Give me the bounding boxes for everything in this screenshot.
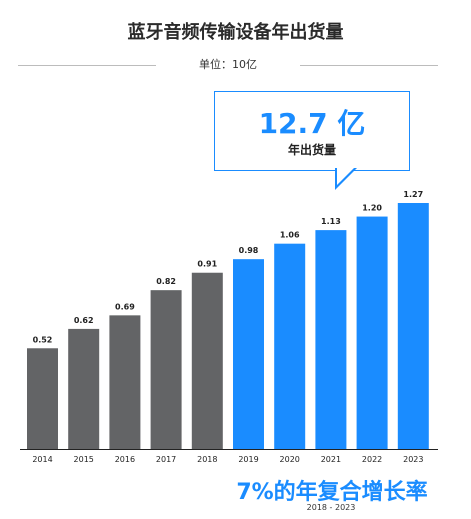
right-divider	[300, 65, 438, 66]
tick-label-2017: 2017	[156, 455, 176, 464]
bar-2018	[191, 272, 223, 449]
value-label-2021: 1.13	[321, 217, 341, 226]
value-label-2020: 1.06	[280, 231, 300, 240]
value-label-2022: 1.20	[362, 204, 382, 213]
cagr-label: 7%的年复合增长率	[236, 480, 428, 505]
bar-2022	[356, 216, 388, 449]
callout-label: 年出货量	[287, 143, 336, 157]
tick-label-2014: 2014	[32, 455, 52, 464]
tick-label-2023: 2023	[403, 455, 423, 464]
tick-label-2018: 2018	[197, 455, 217, 464]
value-label-2017: 0.82	[156, 277, 176, 286]
value-label-2016: 0.69	[115, 302, 135, 311]
tick-label-2021: 2021	[321, 455, 341, 464]
bar-2017	[150, 290, 182, 449]
callout-tail-fill	[337, 168, 354, 185]
bar-2020	[274, 243, 306, 449]
unit-row: 单位：10亿	[18, 56, 438, 76]
bar-2014	[27, 348, 58, 449]
bar-2016	[109, 315, 141, 449]
tick-label-2022: 2022	[362, 455, 382, 464]
bar-2023	[397, 203, 429, 449]
bar-2019	[233, 259, 264, 449]
callout-box: 12.7 亿 年出货量	[214, 91, 410, 171]
value-label-2023: 1.27	[403, 190, 423, 199]
callout-value: 12.7 亿	[258, 107, 366, 140]
value-label-2014: 0.52	[33, 335, 53, 344]
unit-label: 单位：10亿	[199, 58, 257, 71]
tick-label-2019: 2019	[238, 455, 258, 464]
chart-title: 蓝牙音频传输设备年出货量	[127, 22, 344, 43]
tick-label-2015: 2015	[74, 455, 94, 464]
value-label-2019: 0.98	[239, 246, 259, 255]
left-divider	[18, 65, 156, 66]
value-label-2018: 0.91	[197, 260, 217, 269]
value-label-2015: 0.62	[74, 316, 94, 325]
bar-2015	[68, 328, 100, 449]
tick-label-2016: 2016	[115, 455, 135, 464]
cagr-years: 2018 - 2023	[306, 503, 356, 512]
tick-label-2020: 2020	[280, 455, 300, 464]
bar-2021	[315, 230, 347, 449]
